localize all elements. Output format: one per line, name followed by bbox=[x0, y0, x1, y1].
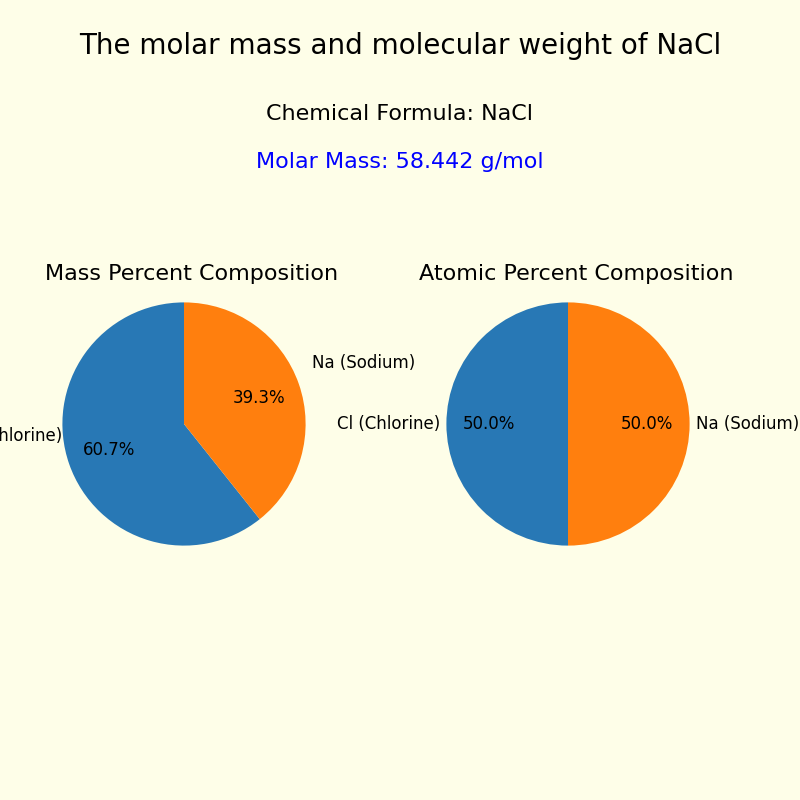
Text: Cl (Chlorine): Cl (Chlorine) bbox=[0, 427, 62, 445]
Text: 50.0%: 50.0% bbox=[462, 415, 515, 433]
Text: 39.3%: 39.3% bbox=[232, 389, 285, 407]
Wedge shape bbox=[184, 302, 306, 519]
Text: Na (Sodium): Na (Sodium) bbox=[696, 415, 799, 433]
Wedge shape bbox=[568, 302, 690, 546]
Text: Cl (Chlorine): Cl (Chlorine) bbox=[337, 415, 440, 433]
Text: Mass Percent Composition: Mass Percent Composition bbox=[46, 264, 338, 284]
Wedge shape bbox=[446, 302, 568, 546]
Text: Atomic Percent Composition: Atomic Percent Composition bbox=[418, 264, 734, 284]
Text: Molar Mass: 58.442 g/mol: Molar Mass: 58.442 g/mol bbox=[256, 152, 544, 172]
Text: Chemical Formula: NaCl: Chemical Formula: NaCl bbox=[266, 104, 534, 124]
Text: 50.0%: 50.0% bbox=[621, 415, 674, 433]
Text: 60.7%: 60.7% bbox=[83, 441, 135, 459]
Text: Na (Sodium): Na (Sodium) bbox=[312, 354, 415, 372]
Text: The molar mass and molecular weight of NaCl: The molar mass and molecular weight of N… bbox=[79, 32, 721, 60]
Wedge shape bbox=[62, 302, 260, 546]
